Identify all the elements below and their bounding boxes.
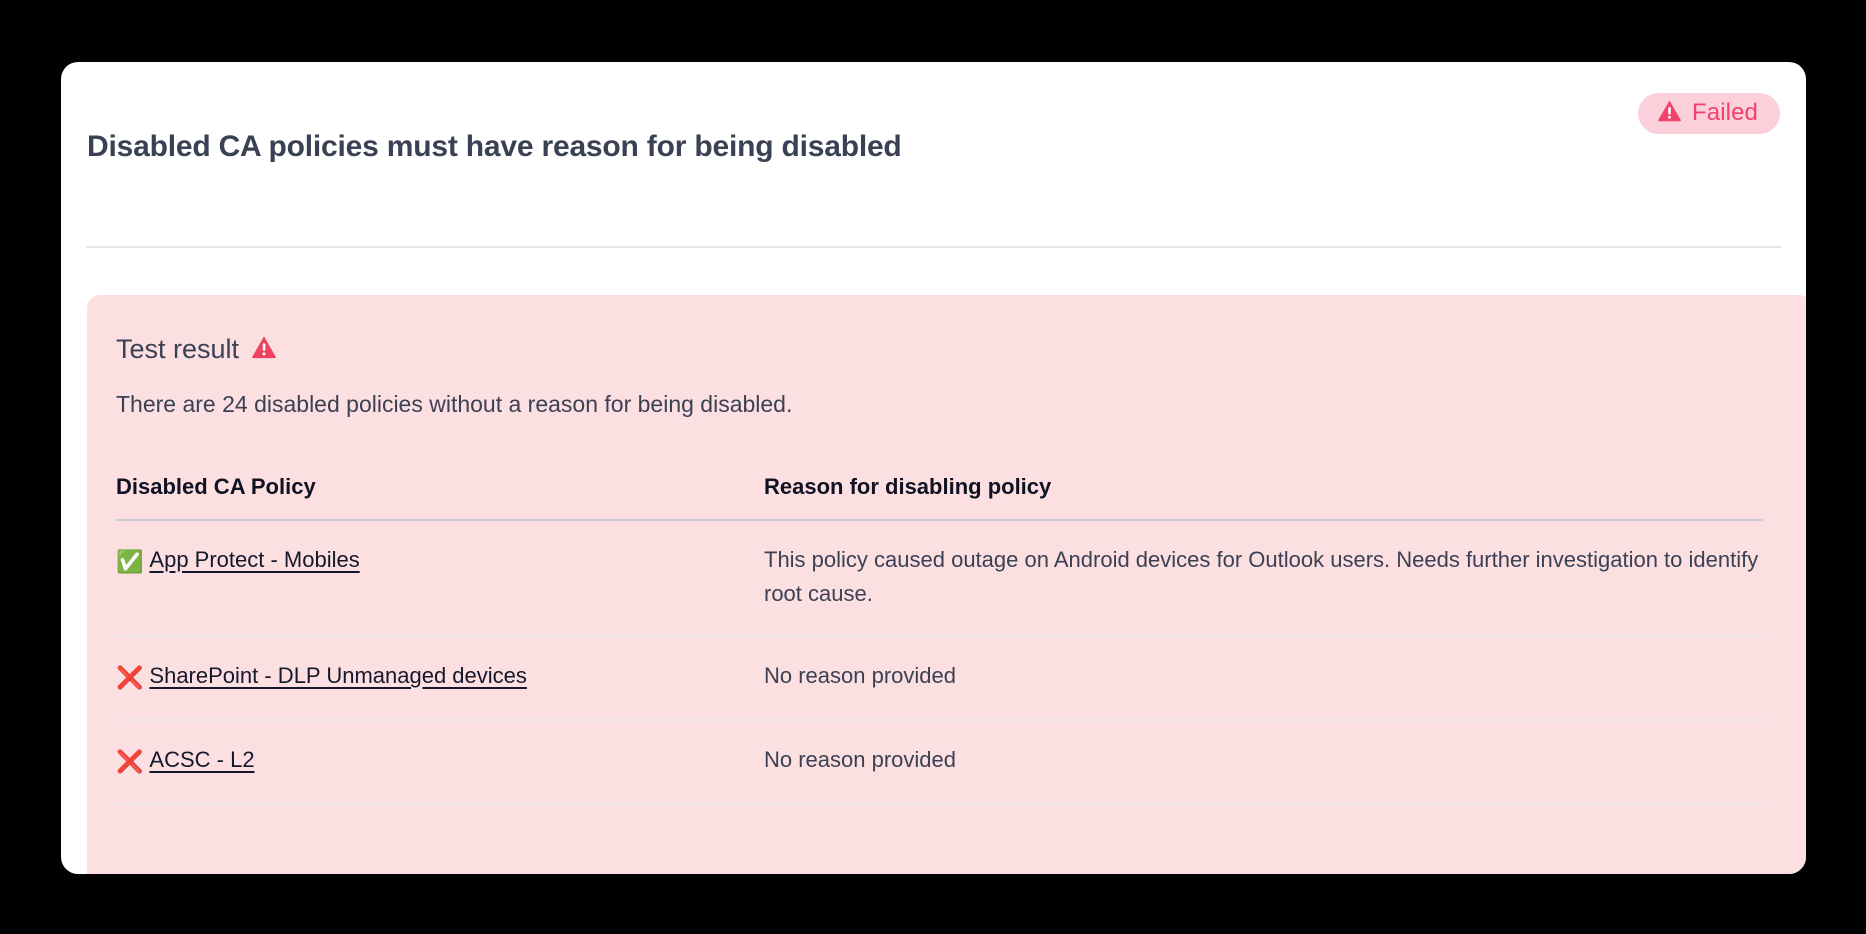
page-title: Disabled CA policies must have reason fo…	[87, 130, 902, 163]
cross-mark-icon: ❌	[116, 748, 144, 774]
column-header-reason: Reason for disabling policy	[764, 473, 1052, 499]
table-header-row: Disabled CA Policy Reason for disabling …	[116, 474, 1763, 520]
test-result-heading-label: Test result	[116, 333, 240, 364]
cross-mark-icon: ❌	[116, 664, 144, 690]
policy-cell: ❌ ACSC - L2	[116, 720, 764, 804]
warning-triangle-icon	[251, 335, 277, 366]
policy-link[interactable]: App Protect - Mobiles	[149, 546, 360, 572]
disabled-policies-table: Disabled CA Policy Reason for disabling …	[116, 474, 1763, 805]
test-result-card: Failed Disabled CA policies must have re…	[61, 62, 1806, 874]
status-badge-label: Failed	[1692, 99, 1758, 126]
test-result-heading: Test result	[116, 333, 1783, 366]
table-row: ❌ ACSC - L2 No reason provided	[116, 720, 1763, 804]
reason-cell: No reason provided	[764, 746, 957, 772]
status-badge: Failed	[1638, 93, 1780, 134]
test-result-panel: Test result There are 24 disabled polici…	[87, 295, 1806, 874]
reason-cell: No reason provided	[764, 662, 957, 688]
check-mark-icon: ✅	[116, 548, 144, 574]
reason-cell: This policy caused outage on Android dev…	[764, 546, 1759, 606]
table-body: ✅ App Protect - Mobiles This policy cause…	[116, 520, 1763, 804]
policy-cell: ❌ SharePoint - DLP Unmanaged devices	[116, 636, 764, 720]
title-divider	[86, 246, 1781, 248]
warning-triangle-icon	[1657, 99, 1682, 127]
status-badge-row: Failed	[1638, 93, 1780, 134]
policy-link[interactable]: ACSC - L2	[149, 746, 255, 772]
policy-cell: ✅ App Protect - Mobiles	[116, 520, 764, 636]
column-header-policy: Disabled CA Policy	[116, 473, 316, 499]
test-result-summary: There are 24 disabled policies without a…	[116, 390, 793, 417]
table-row: ✅ App Protect - Mobiles This policy cause…	[116, 520, 1763, 636]
policy-link[interactable]: SharePoint - DLP Unmanaged devices	[149, 662, 527, 688]
table-row: ❌ SharePoint - DLP Unmanaged devices No r…	[116, 636, 1763, 720]
